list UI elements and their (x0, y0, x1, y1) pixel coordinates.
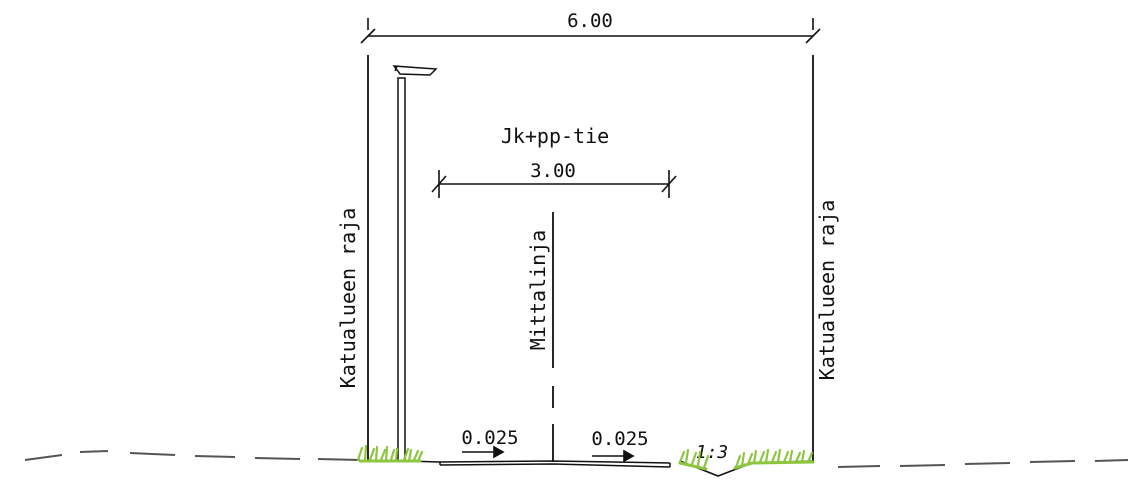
grass-icon (678, 448, 815, 471)
street-lamp-icon (392, 65, 438, 462)
slope-label-left: 0.025 (461, 427, 518, 449)
slope-arrow-right-icon (592, 449, 635, 463)
path-width-dimension (431, 170, 677, 198)
total-width-label: 6.00 (567, 10, 613, 32)
pavement-surface (404, 460, 671, 468)
existing-ground-line (24, 450, 1129, 468)
centerline-label: Mittalinja (526, 230, 550, 350)
grass-icon (356, 444, 424, 463)
path-name-label: Jk+pp-tie (501, 124, 609, 148)
total-width-dimension (360, 18, 821, 44)
boundary-label-left: Katualueen raja (336, 208, 360, 389)
path-width-label: 3.00 (530, 160, 576, 182)
slope-label-right: 0.025 (591, 428, 648, 450)
ditch-slope-label: 1:3 (696, 442, 729, 463)
boundary-label-right: Katualueen raja (815, 200, 839, 381)
slope-arrow-left-icon (462, 445, 505, 459)
